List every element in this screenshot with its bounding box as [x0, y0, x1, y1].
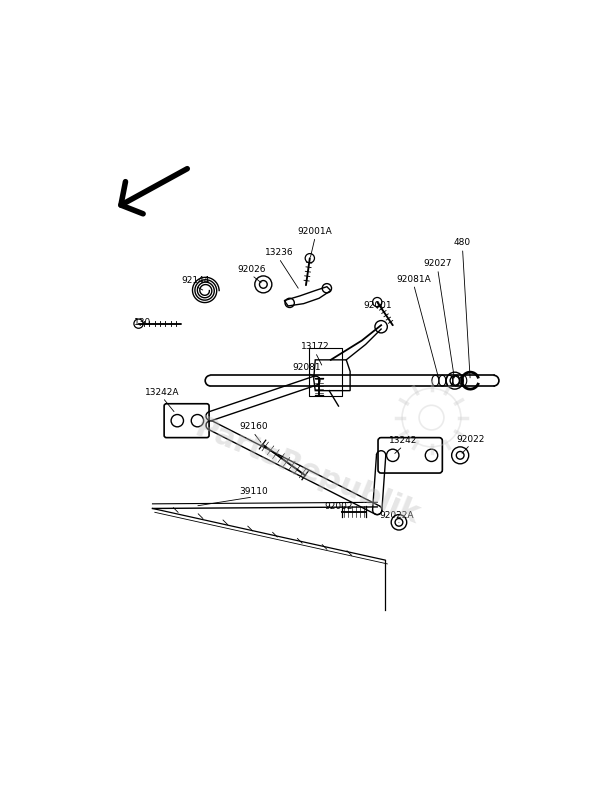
Text: 480: 480	[454, 239, 471, 247]
Text: PartsRepublik: PartsRepublik	[191, 413, 424, 530]
Text: 92001A: 92001A	[298, 227, 332, 236]
Text: 92002: 92002	[324, 502, 353, 511]
Text: 92022: 92022	[456, 435, 484, 444]
Text: 13172: 13172	[301, 342, 329, 351]
Text: 130: 130	[134, 318, 151, 327]
Text: 92022A: 92022A	[379, 511, 414, 520]
Text: 92027: 92027	[424, 259, 452, 268]
Text: 92160: 92160	[239, 422, 268, 431]
Text: 39110: 39110	[239, 487, 268, 496]
Text: 92026: 92026	[238, 265, 266, 274]
Text: 92144: 92144	[181, 276, 209, 285]
Text: 13242A: 13242A	[145, 388, 180, 396]
Text: 92081: 92081	[292, 363, 321, 372]
Text: 92081A: 92081A	[397, 275, 431, 283]
Text: 92001: 92001	[363, 301, 392, 310]
Text: 13242: 13242	[389, 436, 417, 445]
Text: 13236: 13236	[265, 248, 293, 257]
